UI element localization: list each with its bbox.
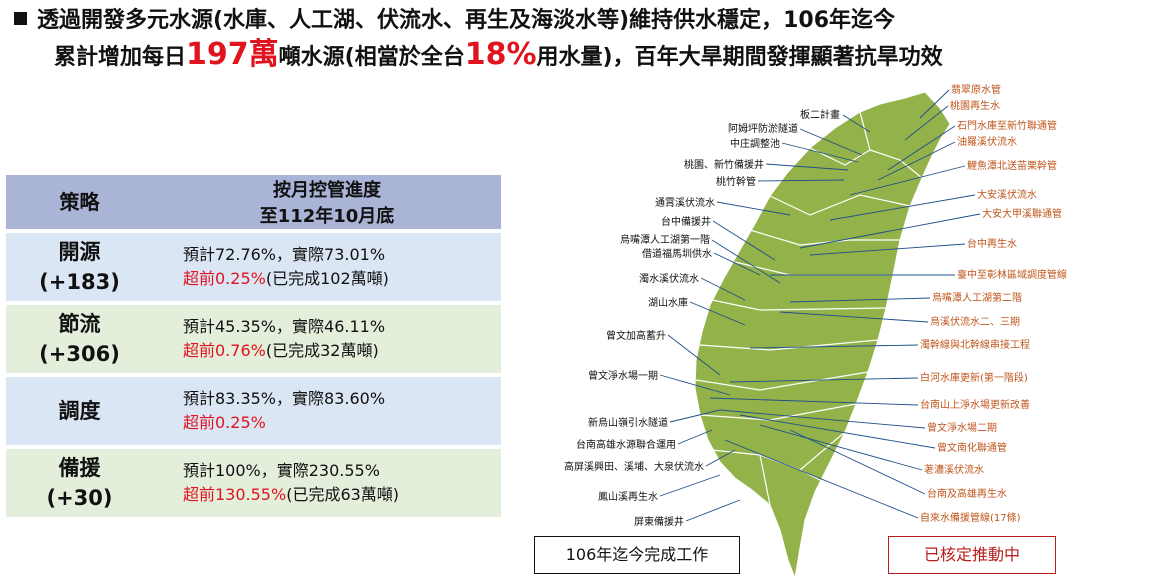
ahead-value: 超前0.25%: [183, 269, 266, 288]
headline-highlight-pct: 18%: [464, 37, 537, 72]
ahead-value: 超前130.55%: [183, 485, 287, 504]
label-taoyuan-recycled: 桃園再生水: [950, 99, 1000, 112]
strategy-name: 開源: [58, 240, 101, 264]
completed-note: (已完成32萬噸): [265, 341, 379, 360]
header-strategy: 策略: [6, 175, 153, 229]
label-pingtung-wells: 屏東備援井: [634, 515, 684, 528]
strategy-amount: (+306): [39, 342, 120, 366]
label-zengwen-plant-1: 曾文淨水場一期: [588, 369, 658, 382]
county-borders: [695, 111, 923, 506]
strategy-cell: 調度: [6, 377, 153, 445]
label-zhuoshui: 濁水溪伏流水: [639, 272, 699, 285]
headline-highlight-value: 197萬: [186, 37, 279, 72]
label-banqiao: 板二計畫: [800, 108, 840, 121]
table-row: 備援 (+30) 預計100%，實際230.55% 超前130.55%(已完成63萬…: [6, 449, 501, 517]
ahead-value: 超前0.25%: [183, 413, 266, 432]
strategy-name: 備援: [58, 456, 101, 480]
ahead-line: 超前0.25%: [183, 411, 500, 435]
strategy-table: 策略 按月控管進度 至112年10月底 開源 (+183) 預計72.76%，實際7…: [6, 171, 501, 521]
ahead-line: 超前0.25%(已完成102萬噸): [183, 267, 500, 291]
completed-note: (已完成102萬噸): [265, 269, 389, 288]
label-wuzuitan-1: 烏嘴潭人工湖第一階: [620, 233, 710, 246]
progress-text: 預計72.76%，實際73.01%: [183, 245, 386, 264]
label-youluo: 油羅溪伏流水: [957, 135, 1017, 148]
label-taichung-recycled: 台中再生水: [967, 237, 1017, 250]
strategy-name: 調度: [58, 399, 101, 423]
ahead-line: 超前0.76%(已完成32萬噸): [183, 339, 500, 363]
label-daan: 大安溪伏流水: [977, 188, 1037, 201]
progress-text: 預計45.35%，實際46.11%: [183, 317, 386, 336]
label-tongxiao: 通霄溪伏流水: [655, 196, 715, 209]
label-feitsui: 翡翠原水管: [951, 83, 1001, 96]
label-tainan-kaohsiung: 台南高雄水源聯合運用: [576, 438, 676, 451]
label-taoyuan-hsinchu-wells: 桃園、新竹備援井: [684, 158, 764, 171]
label-taichung-changhua: 臺中至彰林區域調度管線: [957, 268, 1067, 281]
label-laonong: 荖濃溪伏流水: [924, 463, 984, 476]
label-zengwen-plant-2: 曾文淨水場二期: [927, 421, 997, 434]
table-header: 策略 按月控管進度 至112年10月底: [6, 175, 501, 229]
legend-in-progress: 已核定推動中: [888, 536, 1056, 574]
label-amuping: 阿姆坪防淤隧道: [728, 122, 798, 135]
completed-note: (已完成63萬噸): [286, 485, 400, 504]
progress-text: 預計100%，實際230.55%: [183, 461, 380, 480]
leader-lines: [659, 89, 981, 522]
label-shimen-hsinchu: 石門水庫至新竹聯通管: [957, 119, 1057, 132]
label-tainan-kaohsiung-recycled: 台南及高雄再生水: [927, 487, 1007, 500]
label-taichung-wells: 台中備援井: [661, 215, 711, 228]
headline-line-2: 累計增加每日197萬噸水源(相當於全台18%用水量)，百年大旱期間發揮顯著抗旱功…: [14, 38, 1154, 75]
headline-text-1: 透過開發多元水源(水庫、人工湖、伏流水、再生及海淡水等)維持供水穩定，106年迄…: [37, 8, 896, 33]
strategy-cell: 開源 (+183): [6, 233, 153, 301]
headline-text-2b: 噸水源(相當於全台: [278, 45, 465, 70]
strategy-cell: 節流 (+306): [6, 305, 153, 373]
progress-cell: 預計83.35%，實際83.60% 超前0.25%: [153, 377, 501, 445]
label-hushan: 湖山水庫: [648, 296, 688, 309]
right-labels: 翡翠原水管 桃園再生水 石門水庫至新竹聯通管 油羅溪伏流水 鯉魚潭北送苗栗幹管 …: [920, 83, 1067, 524]
bullet-square-icon: [14, 12, 27, 25]
label-daan-dajia: 大安大甲溪聯通管: [982, 207, 1062, 220]
table-row: 開源 (+183) 預計72.76%，實際73.01% 超前0.25%(已完成102…: [6, 233, 501, 301]
label-fuma: 借道福馬圳供水: [642, 247, 712, 260]
table-row: 節流 (+306) 預計45.35%，實際46.11% 超前0.76%(已完成32萬…: [6, 305, 501, 373]
progress-cell: 預計100%，實際230.55% 超前130.55%(已完成63萬噸): [153, 449, 501, 517]
table-row: 調度 預計83.35%，實際83.60% 超前0.25%: [6, 377, 501, 445]
legend-completed: 106年迄今完成工作: [534, 536, 740, 574]
headline-text-2a: 累計增加每日: [54, 45, 187, 70]
ahead-line: 超前130.55%(已完成63萬噸): [183, 483, 500, 507]
progress-cell: 預計45.35%，實際46.11% 超前0.76%(已完成32萬噸): [153, 305, 501, 373]
label-taozhu-pipe: 桃竹幹管: [716, 175, 756, 188]
header-progress-line1: 按月控管進度: [273, 180, 381, 201]
label-wuxi: 烏溪伏流水二、三期: [930, 315, 1020, 328]
progress-text: 預計83.35%，實際83.60%: [183, 389, 386, 408]
strategy-name: 節流: [58, 312, 101, 336]
strategy-amount: (+183): [39, 270, 120, 294]
label-zengwen-nanhua: 曾文南化聯通管: [937, 441, 1007, 454]
taiwan-island-shape: [694, 91, 951, 580]
ahead-value: 超前0.76%: [183, 341, 266, 360]
label-backup-pipes: 自來水備援管線(17條): [920, 511, 1021, 524]
label-shanshang: 台南山上淨水場更新改善: [920, 398, 1030, 411]
left-labels: 板二計畫 阿姆坪防淤隧道 中庄調整池 桃園、新竹備援井 桃竹幹管 通霄溪伏流水 …: [564, 108, 840, 528]
header-progress: 按月控管進度 至112年10月底: [153, 175, 501, 229]
label-wushantou-tunnel: 新烏山嶺引水隧道: [588, 416, 668, 429]
strategy-amount: (+30): [46, 486, 113, 510]
label-zhuo-trunk: 濁幹線與北幹線串接工程: [920, 338, 1030, 351]
progress-cell: 預計72.76%，實際73.01% 超前0.25%(已完成102萬噸): [153, 233, 501, 301]
label-wuzuitan-2: 烏嘴潭人工湖第二階: [932, 291, 1022, 304]
label-liyutan: 鯉魚潭北送苗栗幹管: [967, 159, 1057, 172]
label-fengshan: 鳳山溪再生水: [598, 490, 658, 503]
headline-text-2c: 用水量)，百年大旱期間發揮顯著抗旱功效: [536, 45, 943, 70]
label-gaoping: 高屏溪興田、溪埔、大泉伏流水: [564, 460, 704, 473]
label-zhongzhuang: 中庄調整池: [730, 137, 780, 150]
strategy-cell: 備援 (+30): [6, 449, 153, 517]
label-baihe: 白河水庫更新(第一階段): [920, 371, 1028, 384]
headline-line-1: 透過開發多元水源(水庫、人工湖、伏流水、再生及海淡水等)維持供水穩定，106年迄…: [14, 4, 1154, 38]
label-zengwen-raise: 曾文加高蓄升: [606, 329, 666, 342]
header-progress-line2: 至112年10月底: [259, 206, 395, 227]
headline: 透過開發多元水源(水庫、人工湖、伏流水、再生及海淡水等)維持供水穩定，106年迄…: [14, 4, 1154, 75]
